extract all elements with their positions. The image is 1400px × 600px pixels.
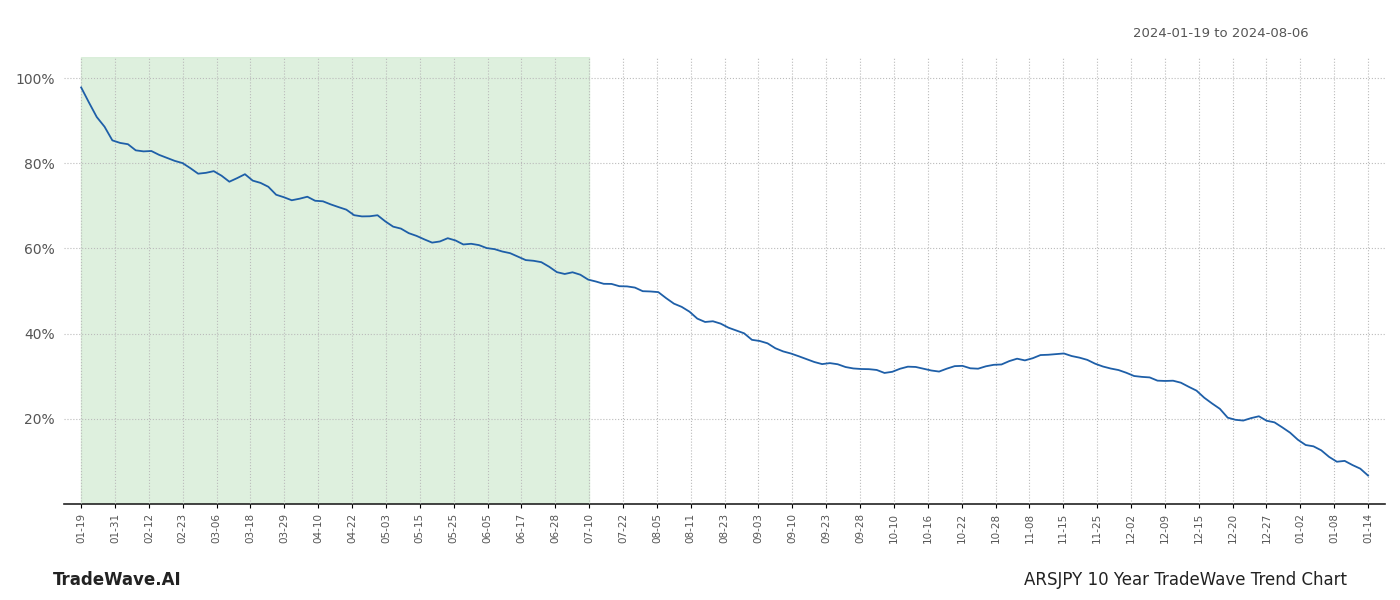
Text: ARSJPY 10 Year TradeWave Trend Chart: ARSJPY 10 Year TradeWave Trend Chart (1023, 571, 1347, 589)
Bar (81, 57, 589, 504)
Text: TradeWave.AI: TradeWave.AI (53, 571, 182, 589)
Text: 2024-01-19 to 2024-08-06: 2024-01-19 to 2024-08-06 (1134, 27, 1309, 40)
